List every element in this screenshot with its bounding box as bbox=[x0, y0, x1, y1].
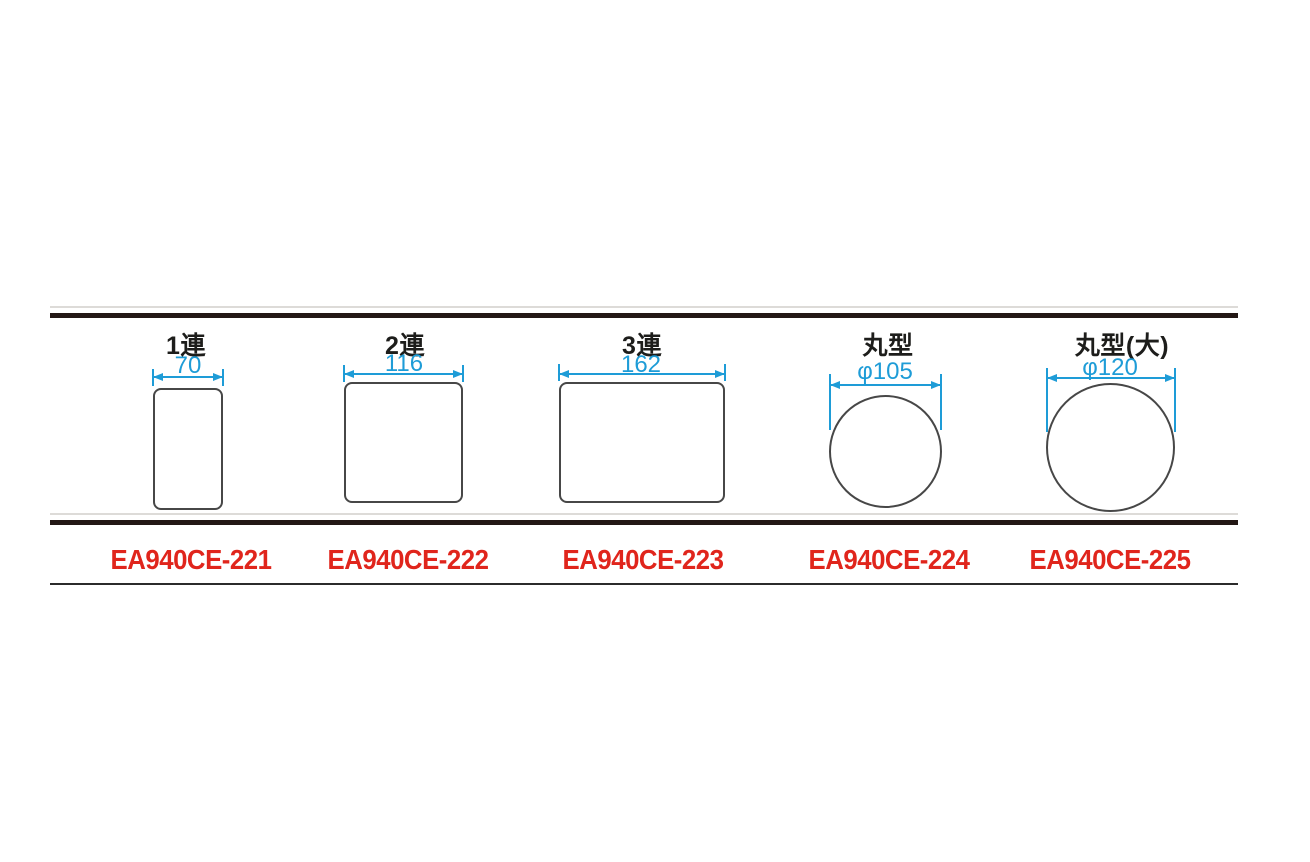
dimension-arrow bbox=[559, 370, 725, 378]
arrowhead-right-icon bbox=[715, 370, 725, 378]
scan-artifact-line bbox=[50, 513, 1238, 515]
product-code: EA940CE-222 bbox=[327, 544, 489, 575]
arrowhead-left-icon bbox=[153, 373, 163, 381]
arrowhead-right-icon bbox=[213, 373, 223, 381]
extension-line bbox=[462, 365, 464, 382]
extension-line bbox=[1046, 368, 1048, 432]
extension-line bbox=[940, 374, 942, 430]
plate-outline-rect bbox=[344, 382, 463, 503]
product-code: EA940CE-221 bbox=[110, 544, 272, 575]
dimension-arrow bbox=[153, 373, 223, 381]
figure-label: 3連 bbox=[622, 332, 662, 360]
extension-line bbox=[222, 369, 224, 386]
figure-label: 丸型(大) bbox=[1074, 332, 1170, 360]
extension-line bbox=[1174, 368, 1176, 432]
arrowhead-right-icon bbox=[453, 370, 463, 378]
scan-artifact-line bbox=[50, 306, 1238, 308]
dimension-value: φ105 bbox=[857, 358, 913, 385]
extension-line bbox=[724, 364, 726, 381]
dimension-arrow bbox=[830, 381, 941, 389]
extension-line bbox=[152, 369, 154, 386]
dimension-arrow bbox=[1047, 374, 1175, 382]
extension-line bbox=[343, 365, 345, 382]
arrowhead-left-icon bbox=[830, 381, 840, 389]
top-rule bbox=[50, 313, 1238, 318]
figure-label: 丸型 bbox=[862, 332, 914, 360]
arrowhead-right-icon bbox=[1165, 374, 1175, 382]
plate-outline-rect bbox=[153, 388, 223, 510]
extension-line bbox=[558, 364, 560, 381]
dimension-value: 70 bbox=[174, 352, 202, 379]
product-code: EA940CE-224 bbox=[808, 544, 970, 575]
arrowhead-left-icon bbox=[1047, 374, 1057, 382]
plate-outline-rect bbox=[559, 382, 725, 503]
thin-bottom-rule bbox=[50, 583, 1238, 585]
figure-label: 1連 bbox=[166, 332, 206, 360]
bottom-rule bbox=[50, 520, 1238, 525]
arrowhead-left-icon bbox=[559, 370, 569, 378]
product-code: EA940CE-223 bbox=[562, 544, 724, 575]
arrowhead-right-icon bbox=[931, 381, 941, 389]
figure-label: 2連 bbox=[385, 332, 425, 360]
plate-outline-circle bbox=[1046, 383, 1175, 512]
dimension-arrow bbox=[344, 370, 463, 378]
extension-line bbox=[829, 374, 831, 430]
dimension-value: 116 bbox=[384, 350, 424, 377]
arrowhead-left-icon bbox=[344, 370, 354, 378]
plate-outline-circle bbox=[829, 395, 942, 508]
product-code: EA940CE-225 bbox=[1029, 544, 1191, 575]
dimension-value: φ120 bbox=[1082, 354, 1138, 381]
